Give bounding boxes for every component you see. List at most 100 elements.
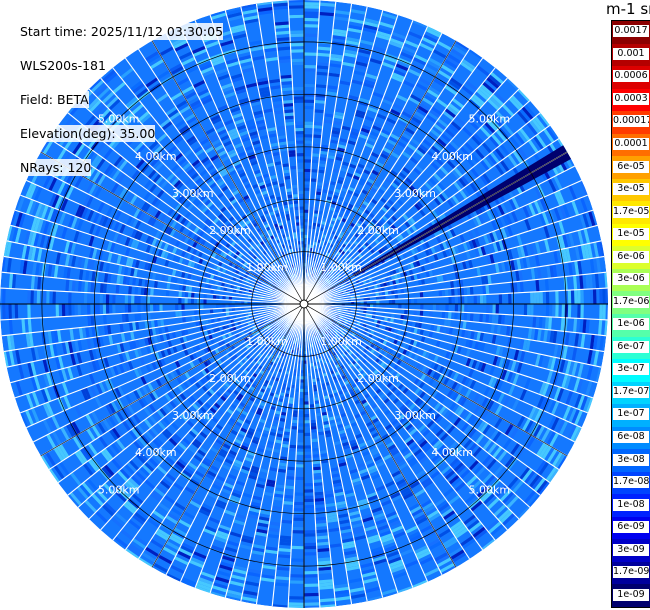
ppi-cell (528, 406, 537, 420)
ppi-cell (538, 381, 547, 396)
ppi-cell (134, 295, 138, 304)
ppi-cell (512, 373, 520, 386)
ppi-cell (393, 338, 398, 345)
ppi-cell (583, 243, 590, 260)
ppi-cell (348, 133, 359, 140)
ppi-cell (430, 238, 437, 247)
ppi-cell (372, 207, 380, 214)
ppi-cell (477, 361, 484, 372)
ppi-cell (326, 85, 339, 90)
ppi-cell (314, 109, 325, 114)
ppi-cell (333, 16, 350, 22)
ppi-cell (421, 350, 428, 358)
ppi-cell (388, 135, 399, 144)
ppi-cell (327, 286, 332, 290)
ppi-cell (503, 260, 509, 272)
colorbar-unit-label: m-1 sr-1 (606, 0, 650, 18)
ppi-cell (410, 224, 418, 233)
ppi-cell (574, 409, 583, 426)
ppi-cell (545, 414, 554, 429)
ppi-cell (451, 97, 465, 109)
info-panel: Start time: 2025/11/12 03:30:05 WLS200s-… (12, 6, 224, 176)
ppi-cell (304, 146, 313, 151)
ppi-cell (432, 371, 439, 380)
ppi-cell (553, 250, 559, 265)
ppi-cell (347, 203, 354, 209)
ppi-cell (330, 47, 345, 53)
ppi-cell (373, 319, 378, 324)
ppi-cell (321, 217, 327, 222)
ppi-cell (342, 201, 349, 207)
ppi-cell (477, 128, 489, 140)
ppi-cell (293, 508, 304, 512)
ppi-cell (389, 133, 400, 141)
ppi-cell (357, 306, 361, 310)
ppi-cell (435, 235, 442, 244)
ppi-cell (498, 127, 510, 140)
ppi-cell (366, 177, 375, 185)
ppi-cell (528, 243, 535, 256)
ppi-cell (605, 288, 608, 304)
ppi-cell (376, 113, 388, 121)
ppi-cell (372, 311, 376, 316)
ppi-cell (326, 270, 330, 275)
ppi-cell (384, 326, 390, 332)
ppi-cell (319, 266, 323, 271)
ppi-cell (331, 197, 338, 203)
ppi-cell (585, 380, 593, 397)
ppi-cell (203, 293, 207, 299)
ppi-cell (468, 48, 484, 60)
ppi-cell (288, 596, 304, 600)
ppi-cell (343, 266, 348, 271)
ppi-cell (375, 33, 391, 41)
ppi-cell (401, 342, 407, 349)
ppi-cell (440, 132, 452, 143)
ppi-cell (381, 223, 389, 231)
ppi-cell (384, 290, 389, 296)
ppi-cell (219, 304, 223, 309)
ppi-cell (326, 218, 332, 224)
ppi-cell (433, 197, 442, 206)
ppi-cell (316, 182, 324, 186)
ppi-cell (466, 183, 476, 195)
ppi-cell (338, 137, 348, 143)
ppi-cell (516, 361, 523, 374)
ppi-cell (304, 234, 308, 238)
ppi-cell (524, 218, 532, 232)
ppi-cell (293, 401, 299, 405)
ppi-cell (304, 505, 315, 509)
ppi-cell (390, 327, 396, 334)
ppi-cell (495, 345, 501, 357)
ppi-cell (471, 238, 478, 249)
ppi-cell (377, 27, 393, 35)
ppi-cell (476, 88, 490, 101)
ppi-cell (351, 177, 359, 184)
ppi-cell (381, 215, 389, 222)
ppi-cell (435, 304, 440, 312)
ppi-cell (389, 332, 394, 338)
ppi-cell (341, 264, 347, 269)
ppi-cell (343, 270, 348, 275)
ppi-cell (420, 99, 433, 109)
ppi-cell (304, 432, 311, 437)
ppi-cell (521, 418, 531, 432)
ppi-cell (398, 304, 402, 310)
ppi-cell (295, 464, 304, 468)
ppi-cell (377, 188, 386, 195)
instrument-label: WLS200s-181 (19, 57, 106, 74)
ppi-cell (334, 208, 341, 213)
ppi-cell (376, 300, 380, 304)
ppi-cell (329, 181, 337, 186)
ppi-cell (491, 206, 500, 219)
ppi-cell (304, 583, 319, 587)
ppi-cell (423, 33, 439, 44)
ppi-cell (418, 209, 427, 218)
ppi-cell (467, 368, 475, 379)
ppi-cell (337, 268, 342, 273)
ppi-cell (389, 232, 396, 240)
ppi-cell (322, 268, 327, 273)
ppi-cell (71, 304, 75, 317)
ppi-cell (530, 328, 536, 341)
ppi-cell (304, 65, 317, 69)
ppi-cell (304, 410, 310, 415)
